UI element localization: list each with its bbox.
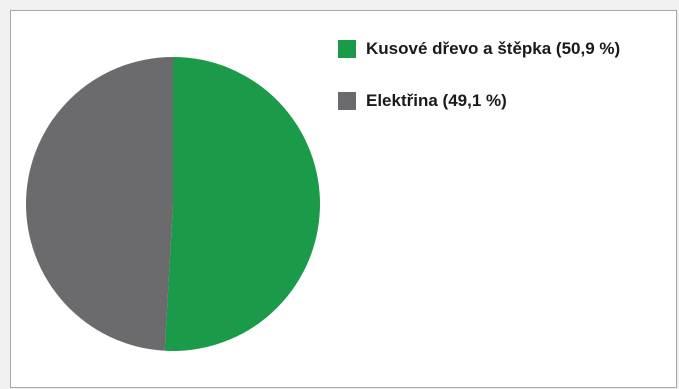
legend-swatch-wood — [338, 40, 356, 58]
legend-label-wood: Kusové dřevo a štěpka (50,9 %) — [366, 39, 621, 58]
legend-label-electricity: Elektřina (49,1 %) — [366, 91, 507, 110]
pie-slice-wood — [164, 57, 321, 351]
legend-item-electricity: Elektřina (49,1 %) — [338, 87, 620, 115]
pie-slice-electricity — [26, 57, 173, 351]
legend-item-wood: Kusové dřevo a štěpka (50,9 %) — [338, 35, 620, 63]
pie-chart — [26, 57, 321, 351]
chart-frame: Kusové dřevo a štěpka (50,9 %) Elektřina… — [10, 10, 677, 388]
legend: Kusové dřevo a štěpka (50,9 %) Elektřina… — [338, 35, 620, 139]
pie-slices — [26, 57, 321, 351]
legend-swatch-electricity — [338, 92, 356, 110]
